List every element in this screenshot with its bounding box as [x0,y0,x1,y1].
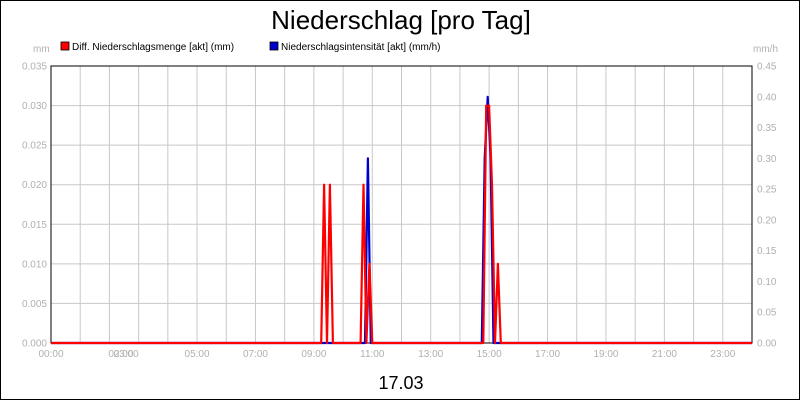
x-tick-label: 15:00 [477,349,502,360]
y-right-tick-label: 0.15 [757,246,777,257]
chart-title: Niederschlag [pro Tag] [271,5,531,35]
x-tick-label: 11:00 [360,349,385,360]
y-left-unit: mm [33,44,50,55]
y-left-tick-label: 0.015 [22,220,47,231]
y-right-tick-label: 0.40 [757,92,777,103]
y-right-tick-label: 0.10 [757,277,777,288]
y-right-tick-label: 0.20 [757,215,777,226]
x-tick-label: 13:00 [418,349,443,360]
series-lines [51,95,752,345]
y-left-tick-label: 0.005 [22,299,47,310]
series-line-precip-amount [51,104,752,345]
x-tick-label: 19:00 [593,349,618,360]
x-tick-label: 03:00 [114,349,139,360]
grid [51,65,752,343]
y-left-tick-label: 0.025 [22,141,47,152]
legend-swatch [60,41,70,51]
legend-label: Diff. Niederschlagsmenge [akt] (mm) [72,42,234,53]
x-tick-label: 07:00 [243,349,268,360]
tick-labels: 0.000 0.005 0.010 0.015 0.020 0.025 0.030 0.035… [22,62,777,361]
y-right-tick-label: 0.05 [757,308,777,319]
y-right-tick-label: 0.30 [757,154,777,165]
y-left-tick-label: 0.030 [22,101,47,112]
x-tick-label: 02:00 [108,349,133,360]
x-tick-label: 09:00 [301,349,326,360]
legend-label: Niederschlagsintensität [akt] (mm/h) [281,42,441,53]
y-right-tick-label: 0.25 [757,185,777,196]
y-left-tick-label: 0.035 [22,62,47,73]
x-axis-date-label: 17.03 [378,373,423,393]
y-right-unit: mm/h [753,44,778,55]
x-tick-label: 00:00 [38,349,63,360]
y-right-tick-label: 0.35 [757,123,777,134]
y-left-tick-label: 0.010 [22,259,47,270]
legend: Diff. Niederschlagsmenge [akt] (mm) Niede… [60,41,441,53]
y-right-tick-label: 0.45 [757,62,777,73]
x-tick-label: 05:00 [185,349,210,360]
x-tick-label: 23:00 [710,349,735,360]
x-tick-label: 21:00 [652,349,677,360]
y-left-tick-label: 0.000 [22,339,47,350]
y-right-tick-label: 0.00 [757,339,777,350]
x-tick-label: 17:00 [535,349,560,360]
legend-swatch [269,41,279,51]
y-left-tick-label: 0.020 [22,180,47,191]
